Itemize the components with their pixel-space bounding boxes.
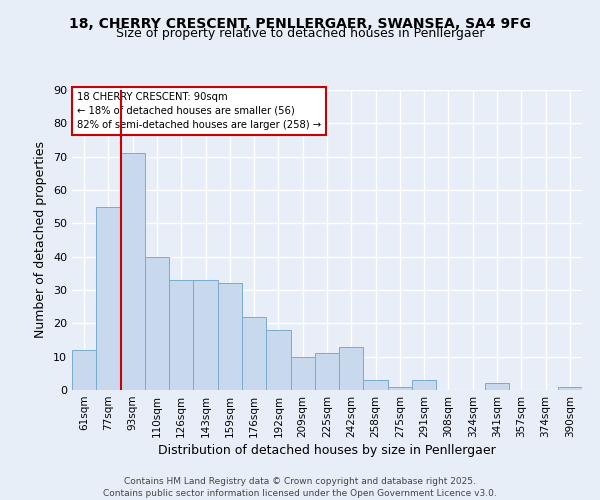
Bar: [169, 280, 193, 390]
Bar: [72, 350, 96, 390]
Text: 18 CHERRY CRESCENT: 90sqm
← 18% of detached houses are smaller (56)
82% of semi-: 18 CHERRY CRESCENT: 90sqm ← 18% of detac…: [77, 92, 321, 130]
Bar: [388, 386, 412, 390]
Text: Size of property relative to detached houses in Penllergaer: Size of property relative to detached ho…: [116, 28, 484, 40]
Bar: [558, 386, 582, 390]
Bar: [485, 384, 509, 390]
Bar: [218, 284, 242, 390]
Bar: [412, 380, 436, 390]
Y-axis label: Number of detached properties: Number of detached properties: [34, 142, 47, 338]
Bar: [242, 316, 266, 390]
Bar: [96, 206, 121, 390]
Bar: [290, 356, 315, 390]
Bar: [364, 380, 388, 390]
X-axis label: Distribution of detached houses by size in Penllergaer: Distribution of detached houses by size …: [158, 444, 496, 457]
Text: Contains HM Land Registry data © Crown copyright and database right 2025.
Contai: Contains HM Land Registry data © Crown c…: [103, 476, 497, 498]
Bar: [121, 154, 145, 390]
Bar: [266, 330, 290, 390]
Bar: [145, 256, 169, 390]
Bar: [339, 346, 364, 390]
Text: 18, CHERRY CRESCENT, PENLLERGAER, SWANSEA, SA4 9FG: 18, CHERRY CRESCENT, PENLLERGAER, SWANSE…: [69, 18, 531, 32]
Bar: [193, 280, 218, 390]
Bar: [315, 354, 339, 390]
